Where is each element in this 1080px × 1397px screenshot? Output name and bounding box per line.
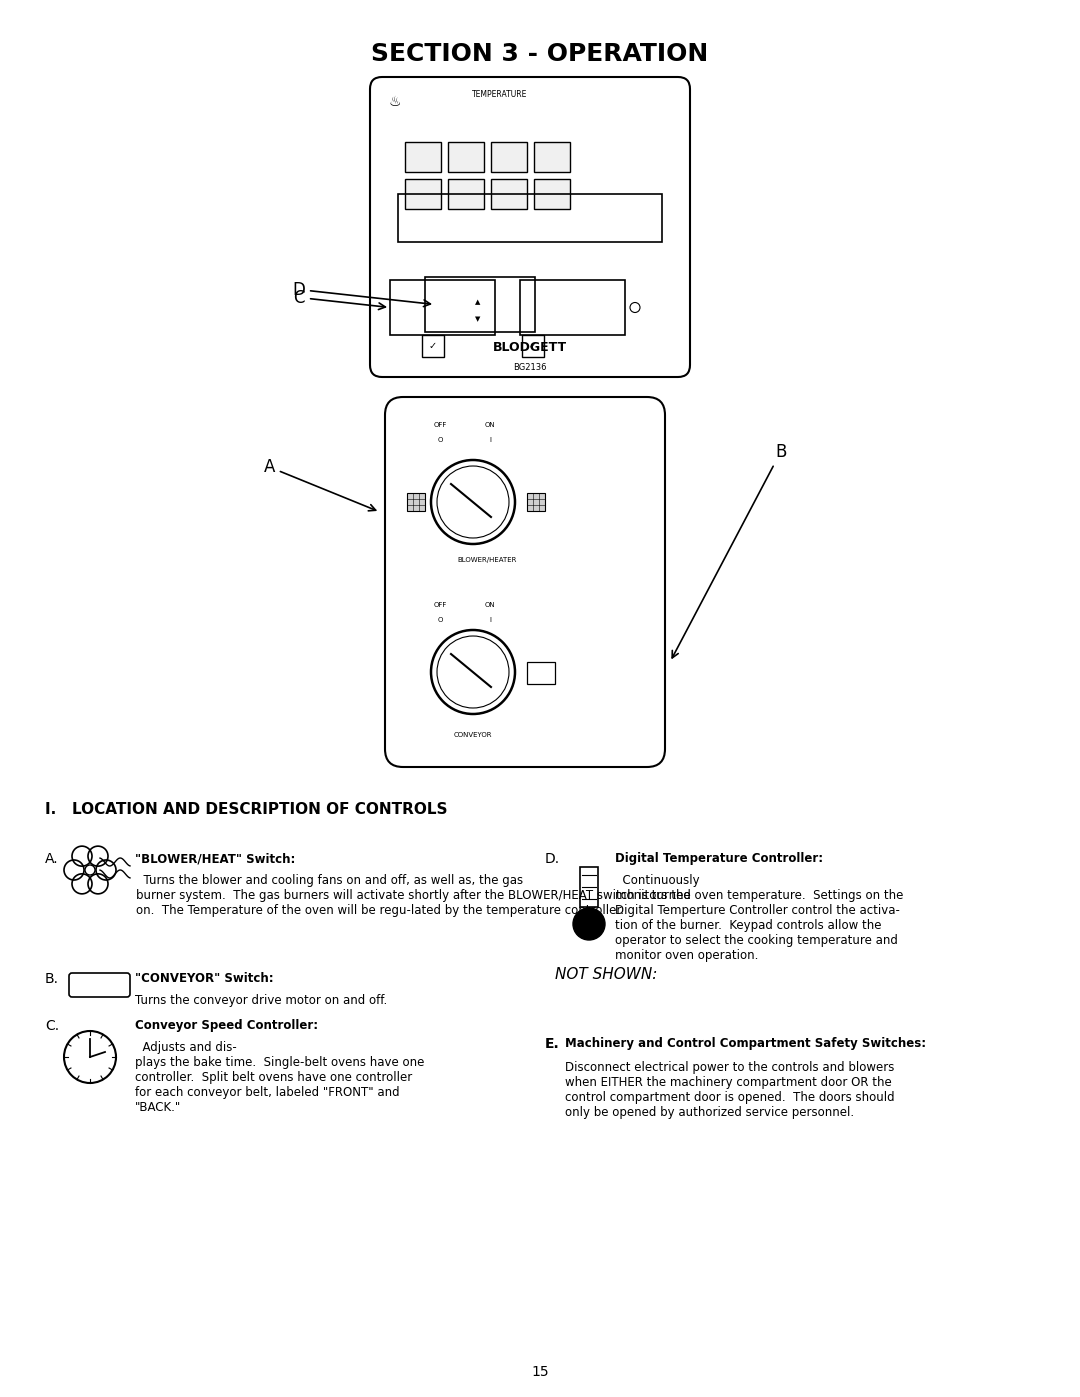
Text: "BLOWER/HEAT" Switch:: "BLOWER/HEAT" Switch: <box>135 852 295 865</box>
Text: A.: A. <box>45 852 58 866</box>
Text: ♨: ♨ <box>389 95 402 109</box>
Text: "CONVEYOR" Switch:: "CONVEYOR" Switch: <box>135 972 273 985</box>
Text: ✓: ✓ <box>429 341 437 351</box>
Bar <box>405 179 441 210</box>
Bar <box>422 335 444 358</box>
Bar <box>448 179 484 210</box>
Text: ▲: ▲ <box>475 299 481 305</box>
Bar <box>580 868 598 907</box>
Bar <box>522 335 544 358</box>
Text: BLODGETT: BLODGETT <box>492 341 567 353</box>
Text: Adjusts and dis-
plays the bake time.  Single-belt ovens have one
controller.  S: Adjusts and dis- plays the bake time. Si… <box>135 1041 424 1113</box>
Text: C: C <box>294 289 386 310</box>
Bar <box>527 662 555 685</box>
Text: D.: D. <box>545 852 561 866</box>
Text: ON: ON <box>485 602 496 608</box>
Text: Machinery and Control Compartment Safety Switches:: Machinery and Control Compartment Safety… <box>565 1037 927 1051</box>
Text: BLOWER/HEATER: BLOWER/HEATER <box>457 557 516 563</box>
Text: Continuously
monitors the oven temperature.  Settings on the
Digital Temperture : Continuously monitors the oven temperatu… <box>615 875 903 963</box>
Text: I.   LOCATION AND DESCRIPTION OF CONTROLS: I. LOCATION AND DESCRIPTION OF CONTROLS <box>45 802 447 817</box>
Bar <box>534 142 570 172</box>
Text: B: B <box>672 443 786 658</box>
Text: OFF: OFF <box>433 602 447 608</box>
Bar <box>519 279 625 335</box>
Text: 15: 15 <box>531 1365 549 1379</box>
Text: ▼: ▼ <box>475 316 481 321</box>
Bar <box>399 194 662 242</box>
Text: I: I <box>489 437 491 443</box>
Text: E.: E. <box>545 1037 559 1051</box>
Bar <box>491 179 527 210</box>
Text: C.: C. <box>45 1018 59 1032</box>
Bar <box>448 142 484 172</box>
Bar <box>534 179 570 210</box>
Bar <box>527 493 545 511</box>
Text: ON: ON <box>485 422 496 427</box>
Text: B.: B. <box>45 972 59 986</box>
Text: I: I <box>489 617 491 623</box>
Text: BG2136: BG2136 <box>513 362 546 372</box>
Text: OFF: OFF <box>433 422 447 427</box>
Text: TEMPERATURE: TEMPERATURE <box>472 89 528 99</box>
Bar <box>491 142 527 172</box>
Text: ✓: ✓ <box>529 341 537 351</box>
Text: SECTION 3 - OPERATION: SECTION 3 - OPERATION <box>372 42 708 66</box>
Text: Turns the conveyor drive motor on and off.: Turns the conveyor drive motor on and of… <box>135 995 388 1007</box>
Circle shape <box>573 908 605 940</box>
Bar <box>390 279 495 335</box>
Text: O: O <box>437 437 443 443</box>
Bar <box>405 142 441 172</box>
Bar <box>407 493 426 511</box>
Text: Conveyor Speed Controller:: Conveyor Speed Controller: <box>135 1018 319 1032</box>
Text: O: O <box>437 617 443 623</box>
Text: CONVEYOR: CONVEYOR <box>454 732 492 738</box>
Text: NOT SHOWN:: NOT SHOWN: <box>555 967 658 982</box>
Text: Digital Temperature Controller:: Digital Temperature Controller: <box>615 852 823 865</box>
Text: D: D <box>292 281 431 306</box>
Text: A: A <box>264 458 376 511</box>
Text: Turns the blower and cooling fans on and off, as well as, the gas
burner system.: Turns the blower and cooling fans on and… <box>136 875 691 916</box>
Bar <box>426 277 535 332</box>
Text: Disconnect electrical power to the controls and blowers
when EITHER the machiner: Disconnect electrical power to the contr… <box>565 1060 894 1119</box>
